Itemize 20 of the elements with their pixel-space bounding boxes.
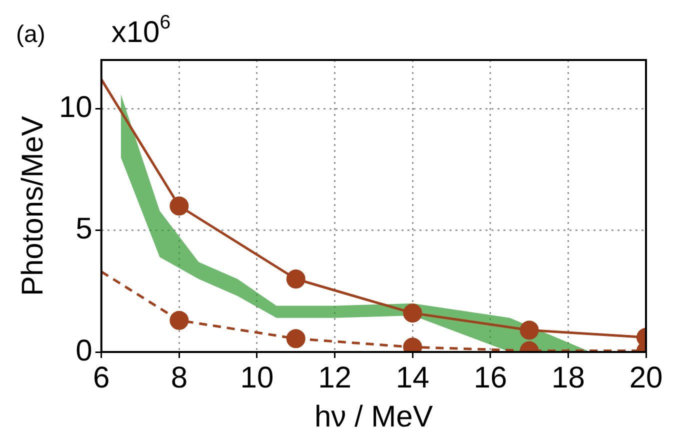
x-tick-label: 14 xyxy=(396,361,430,394)
x-tick-label: 8 xyxy=(170,361,188,394)
point xyxy=(286,329,306,348)
y-axis-title: Photons/MeV xyxy=(16,116,50,296)
x-axis-title: hν / MeV xyxy=(314,400,433,434)
y-tick-label: 10 xyxy=(58,90,92,124)
y-tick-label: 5 xyxy=(76,212,92,246)
y-tick-label: 0 xyxy=(76,334,92,368)
x-tick-label: 6 xyxy=(93,361,110,394)
point xyxy=(170,196,189,216)
text: (a) xyxy=(16,21,46,48)
x-tick-label: 20 xyxy=(629,361,663,394)
point xyxy=(170,310,189,330)
x-tick-label: 18 xyxy=(552,361,585,394)
point xyxy=(403,304,422,323)
point xyxy=(520,320,539,340)
x-tick-label: 12 xyxy=(318,361,352,394)
point xyxy=(286,270,306,288)
x-tick-label: 10 xyxy=(240,361,274,394)
x-tick-label: 16 xyxy=(474,361,508,394)
